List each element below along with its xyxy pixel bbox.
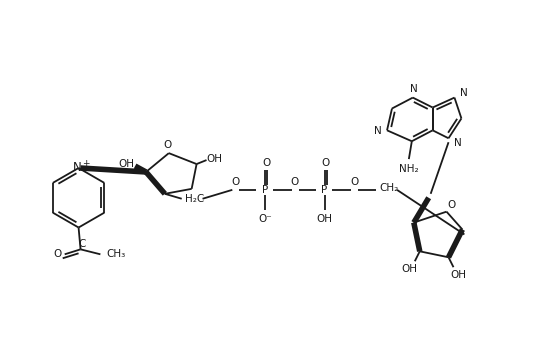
Text: OH: OH: [316, 214, 333, 224]
Text: N: N: [73, 160, 82, 173]
Text: OH: OH: [451, 270, 466, 280]
Text: +: +: [82, 158, 89, 168]
Text: O: O: [231, 177, 239, 187]
Text: N: N: [454, 138, 461, 148]
Text: N: N: [460, 88, 467, 98]
Text: O: O: [291, 177, 299, 187]
Text: O: O: [262, 158, 270, 168]
Text: CH₃: CH₃: [107, 249, 126, 259]
Text: O: O: [447, 200, 455, 210]
Text: C: C: [79, 239, 86, 249]
Text: OH: OH: [118, 159, 134, 169]
Text: N: N: [410, 84, 418, 94]
Text: N: N: [374, 126, 382, 136]
Text: O: O: [53, 249, 62, 259]
Text: O: O: [321, 158, 330, 168]
Text: NH₂: NH₂: [399, 164, 419, 174]
Text: H₂C: H₂C: [185, 194, 204, 204]
Text: O: O: [164, 140, 172, 150]
Text: OH: OH: [402, 264, 418, 274]
Text: O: O: [350, 177, 358, 187]
Text: P: P: [262, 185, 268, 195]
Text: OH: OH: [206, 154, 223, 164]
Text: CH₂: CH₂: [379, 183, 399, 193]
Text: P: P: [321, 185, 328, 195]
Text: O⁻: O⁻: [258, 214, 272, 224]
